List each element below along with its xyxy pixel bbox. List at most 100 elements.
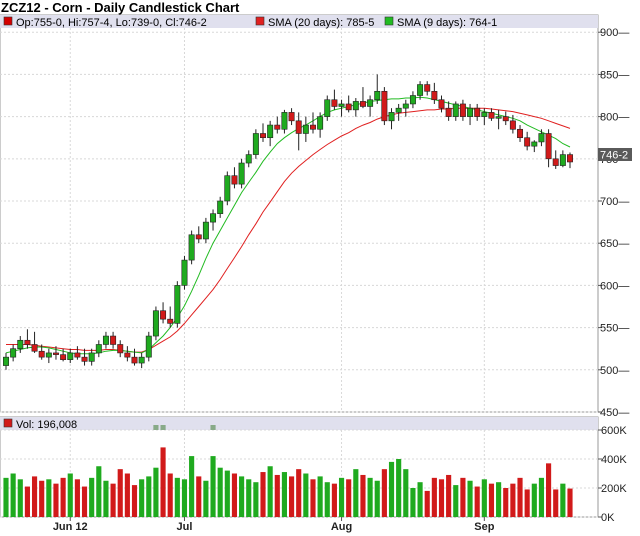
ohlc-legend-text: Op:755-0, Hi:757-4, Lo:739-0, Cl:746-2 <box>16 17 207 29</box>
candle-body <box>24 339 31 345</box>
candle <box>409 91 416 109</box>
candle-body <box>81 356 88 362</box>
price-tick-label: 800— <box>600 112 629 124</box>
volume-bar <box>267 466 273 517</box>
candle <box>145 331 152 362</box>
candle <box>231 167 238 189</box>
x-tick-label: Aug <box>331 521 352 533</box>
candle-body <box>438 99 445 109</box>
candle <box>331 89 338 110</box>
candle <box>131 348 138 366</box>
volume-bar <box>74 479 80 517</box>
candle <box>388 108 395 130</box>
volume-bar <box>46 479 52 517</box>
candle <box>431 82 438 104</box>
candle-body <box>509 120 516 130</box>
volume-bar <box>260 472 266 517</box>
candle-body <box>88 352 95 362</box>
volume-tick-label: 400K <box>601 454 627 466</box>
price-tick-label: 450— <box>600 407 629 419</box>
volume-bar <box>474 486 480 517</box>
candle <box>67 348 74 364</box>
candle <box>517 125 524 142</box>
candle <box>345 95 352 113</box>
candle <box>367 95 374 117</box>
candle-body <box>481 112 488 117</box>
volume-bar <box>24 486 30 517</box>
candle <box>102 331 109 349</box>
candle-body <box>345 103 352 111</box>
candle <box>488 108 495 121</box>
volume-bar <box>546 463 552 517</box>
volume-bar <box>196 476 202 517</box>
volume-bar <box>438 479 445 517</box>
candle <box>81 348 88 366</box>
candle <box>281 109 288 134</box>
candle <box>224 171 231 206</box>
candle <box>88 348 95 366</box>
volume-bar <box>453 485 459 517</box>
volume-bar <box>103 480 109 517</box>
candle-body <box>452 103 459 117</box>
candle <box>60 348 67 362</box>
volume-bar <box>324 482 330 517</box>
volume-bar <box>503 488 509 517</box>
last-price-label: 746-2 <box>600 150 628 162</box>
volume-legend-swatch <box>3 418 13 428</box>
volume-legend-bar <box>0 417 598 430</box>
volume-bar <box>53 483 59 517</box>
candle-body <box>559 154 566 166</box>
candle <box>160 302 167 324</box>
candlesticks <box>3 74 573 370</box>
volume-bar <box>224 470 230 517</box>
candle <box>3 352 9 370</box>
candle-body <box>110 335 117 345</box>
volume-bar <box>403 469 409 517</box>
candle <box>374 74 381 104</box>
candle-body <box>3 356 9 366</box>
price-y-axis: 450—500—550—600—650—700—750—800—850—900— <box>598 27 629 419</box>
candle <box>538 129 545 147</box>
candle <box>295 112 302 151</box>
volume-tick-label: 0K <box>601 512 615 524</box>
candle-body <box>45 352 52 358</box>
volume-bar <box>281 472 288 517</box>
volume-bar <box>60 477 66 517</box>
volume-bar <box>560 483 566 517</box>
volume-bar <box>189 456 195 517</box>
candle-body <box>538 133 545 143</box>
candle <box>274 116 281 134</box>
candle-body <box>502 116 509 122</box>
candle <box>352 98 359 117</box>
chart-title: ZCZ12 - Corn - Daily Candlestick Chart <box>1 0 240 15</box>
candle <box>167 306 174 328</box>
candle <box>202 217 209 244</box>
candle-body <box>95 344 102 354</box>
candle-body <box>181 259 188 286</box>
candle <box>181 255 188 290</box>
candle <box>452 101 459 121</box>
volume-bar <box>488 483 495 517</box>
volume-bar <box>396 459 402 517</box>
volume-bar <box>517 477 523 517</box>
x-axis: Jun 12 Jul Aug Sep <box>53 517 495 533</box>
x-tick-label: Sep <box>474 521 494 533</box>
candle-body <box>245 154 252 164</box>
candle <box>217 196 224 218</box>
volume-bar <box>510 483 516 517</box>
volume-tick-label: 200K <box>601 483 627 495</box>
candle <box>288 108 295 126</box>
volume-bar <box>210 456 216 517</box>
candle-body <box>424 84 431 92</box>
candle-body <box>231 175 238 185</box>
candle <box>545 129 552 168</box>
candle <box>552 150 559 169</box>
candle <box>417 81 424 100</box>
volume-bar <box>181 479 188 517</box>
volume-bar <box>167 473 173 517</box>
candle-body <box>188 234 195 261</box>
candle <box>10 344 17 362</box>
candle-body <box>260 133 266 139</box>
candle-body <box>331 99 338 107</box>
